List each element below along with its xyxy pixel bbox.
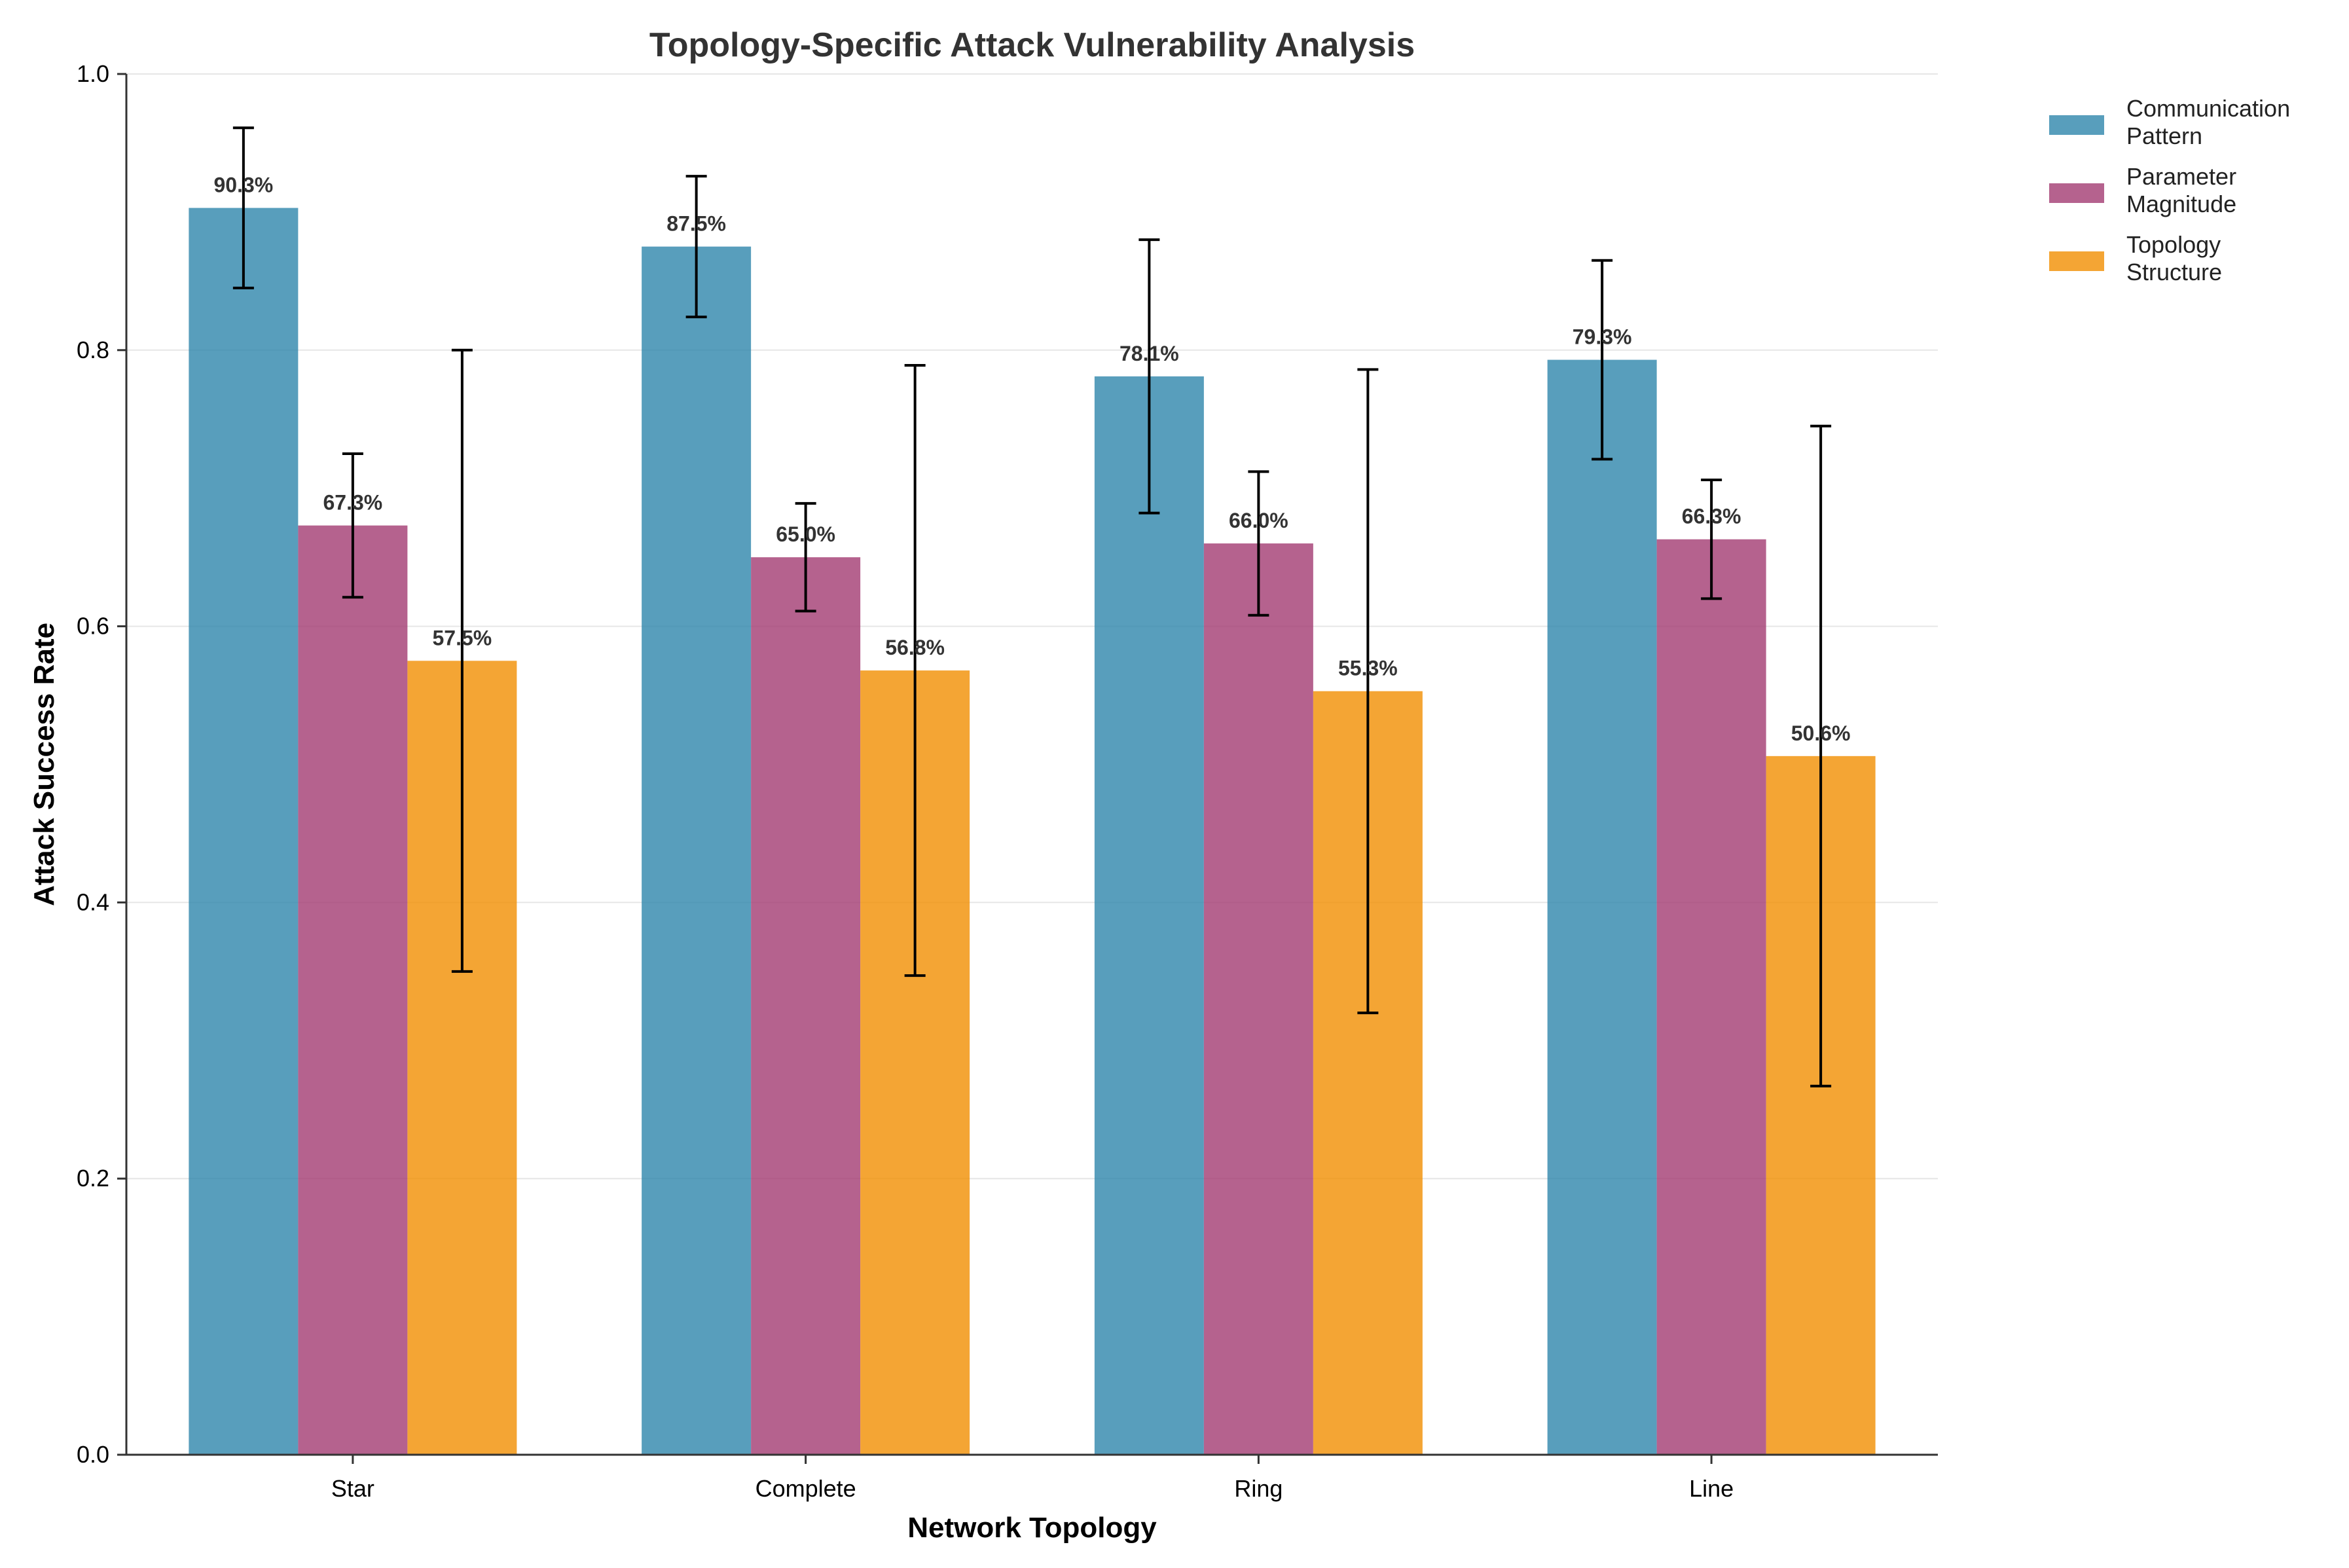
errorbar-communication-pattern-ring [1138, 238, 1160, 515]
bar-label-parameter-magnitude-line: 66.3% [1682, 505, 1741, 528]
y-axis-label: Attack Success Rate [28, 623, 60, 906]
axes-layer [125, 74, 1938, 1456]
legend-swatch [2049, 251, 2104, 271]
errorbar-parameter-magnitude-star [342, 452, 363, 599]
bar-label-topology-structure-ring: 55.3% [1338, 657, 1398, 680]
bar-label-topology-structure-line: 50.6% [1791, 721, 1851, 745]
legend-label: Pattern [2126, 122, 2202, 149]
bar-communication-pattern-ring [1094, 376, 1204, 1455]
x-axis-label: Network Topology [907, 1512, 1157, 1544]
bars-layer [189, 208, 1876, 1455]
legend-label: Magnitude [2126, 191, 2236, 217]
errorbar-topology-structure-star [451, 348, 473, 973]
bar-communication-pattern-complete [642, 246, 752, 1455]
y-tick-label: 0.4 [77, 888, 109, 915]
x-tick-label-star: Star [331, 1475, 374, 1502]
y-tick-label: 1.0 [77, 60, 109, 87]
bar-parameter-magnitude-line [1656, 539, 1766, 1455]
legend-label: Communication [2126, 95, 2290, 122]
y-tick-label: 0.0 [77, 1441, 109, 1468]
errorbar-parameter-magnitude-complete [795, 501, 816, 613]
errorbar-topology-structure-ring [1357, 368, 1379, 1015]
errorbar-topology-structure-complete [904, 363, 926, 977]
bar-label-communication-pattern-complete: 87.5% [666, 212, 726, 236]
bar-label-topology-structure-star: 57.5% [433, 626, 492, 649]
chart-title: Topology-Specific Attack Vulnerability A… [649, 26, 1415, 64]
bar-communication-pattern-line [1547, 359, 1657, 1455]
x-tick-label-line: Line [1689, 1475, 1734, 1502]
legend-label: Topology [2126, 231, 2221, 258]
x-tick-label-complete: Complete [756, 1475, 856, 1502]
legend-label: Structure [2126, 259, 2222, 285]
x-tick-label-ring: Ring [1234, 1475, 1283, 1502]
bar-label-communication-pattern-line: 79.3% [1573, 325, 1632, 349]
bar-parameter-magnitude-ring [1203, 543, 1313, 1455]
y-tick-label: 0.6 [77, 613, 109, 640]
bar-label-parameter-magnitude-ring: 66.0% [1229, 509, 1288, 532]
bar-communication-pattern-star [189, 208, 299, 1455]
bar-labels-layer: 90.3% 67.3% 57.5% 87.5% 65.0% 56.8% 78.1% 66.0%… [214, 173, 1851, 745]
errorbar-communication-pattern-star [232, 126, 254, 289]
legend-label: Parameter [2126, 163, 2236, 190]
y-ticks: 0.0 0.2 0.4 0.6 0.8 1.0 [77, 60, 126, 1468]
legend-swatch [2049, 115, 2104, 135]
bar-label-parameter-magnitude-complete: 65.0% [776, 522, 835, 546]
errorbar-communication-pattern-complete [685, 175, 707, 319]
y-tick-label: 0.2 [77, 1165, 109, 1192]
bar-parameter-magnitude-star [298, 525, 408, 1455]
bar-parameter-magnitude-complete [751, 557, 861, 1455]
x-ticks: Star Complete Ring Line [331, 1455, 1734, 1502]
bar-label-topology-structure-complete: 56.8% [885, 636, 945, 659]
errorbars-layer [232, 126, 1832, 1087]
bar-label-communication-pattern-star: 90.3% [214, 173, 274, 197]
errorbar-communication-pattern-line [1592, 259, 1613, 461]
bar-label-communication-pattern-ring: 78.1% [1120, 342, 1179, 365]
bar-label-parameter-magnitude-star: 67.3% [323, 491, 383, 515]
errorbar-parameter-magnitude-ring [1248, 470, 1269, 617]
errorbar-topology-structure-line [1810, 424, 1832, 1087]
y-tick-label: 0.8 [77, 337, 109, 363]
legend-swatch [2049, 183, 2104, 203]
errorbar-parameter-magnitude-line [1701, 479, 1722, 600]
